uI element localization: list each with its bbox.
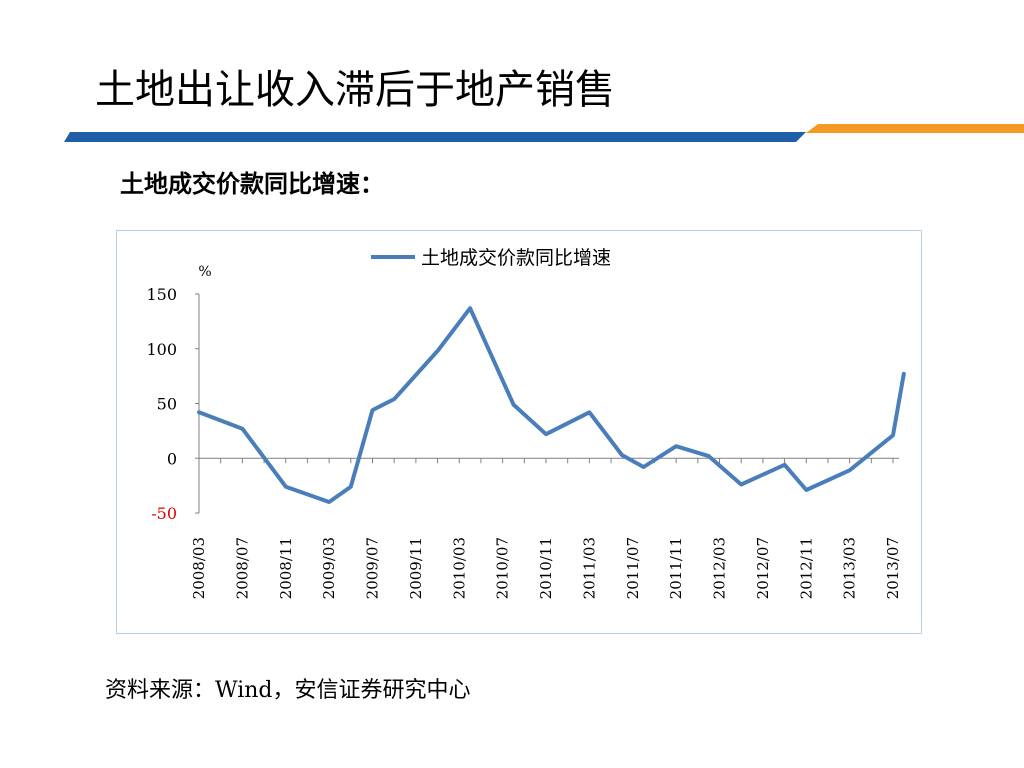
x-tick-label: 2011/07 <box>624 537 642 599</box>
chart-frame: -50 0 50 100 150% 2008/03 2008/07 2008/11 2009/… <box>116 230 922 634</box>
y-tick-label: 150 <box>146 285 177 304</box>
x-tick-label: 2012/11 <box>797 537 815 599</box>
x-tick-label: 2010/11 <box>537 537 555 599</box>
legend-label: 土地成交价款同比增速 <box>421 247 611 269</box>
x-tick-label: 2012/03 <box>711 537 729 599</box>
y-tick-label: -50 <box>151 504 177 523</box>
x-tick-label: 2012/07 <box>754 537 772 599</box>
series-group <box>197 306 906 504</box>
title-underline-orange <box>806 124 1024 133</box>
x-tick-label: 2009/11 <box>407 537 425 599</box>
x-tick-label: 2013/03 <box>841 537 859 599</box>
x-tick-labels: 2008/03 2008/07 2008/11 2009/03 2009/07 2009/… <box>190 537 902 599</box>
x-tick-label: 2010/03 <box>450 537 468 599</box>
x-tick-label: 2013/07 <box>884 537 902 599</box>
series-line <box>197 306 906 504</box>
y-tick-label: 100 <box>146 340 177 359</box>
chart-subtitle: 土地成交价款同比增速： <box>120 169 384 198</box>
y-tick-labels: -50 0 50 100 150% <box>146 264 211 523</box>
y-axis-unit: % <box>198 264 211 280</box>
y-tick-label: 0 <box>167 449 177 468</box>
x-tick-label: 2010/07 <box>494 537 512 599</box>
line-chart: -50 0 50 100 150% 2008/03 2008/07 2008/11 2009/… <box>146 247 906 599</box>
x-tick-label: 2009/07 <box>364 537 382 599</box>
x-tick-label: 2008/03 <box>190 537 208 599</box>
title-underline-blue <box>64 132 806 142</box>
slide-title: 土地出让收入滞后于地产销售 <box>95 67 615 113</box>
x-tick-label: 2008/07 <box>233 537 251 599</box>
chart-axes <box>195 293 899 514</box>
x-tick-label: 2008/11 <box>277 537 295 599</box>
y-tick-label: 50 <box>157 395 177 414</box>
chart-legend: 土地成交价款同比增速 <box>371 247 611 269</box>
source-note: 资料来源：Wind，安信证券研究中心 <box>105 678 471 703</box>
x-tick-label: 2011/03 <box>580 537 598 599</box>
x-tick-label: 2011/11 <box>667 537 685 599</box>
x-tick-label: 2009/03 <box>320 537 338 599</box>
